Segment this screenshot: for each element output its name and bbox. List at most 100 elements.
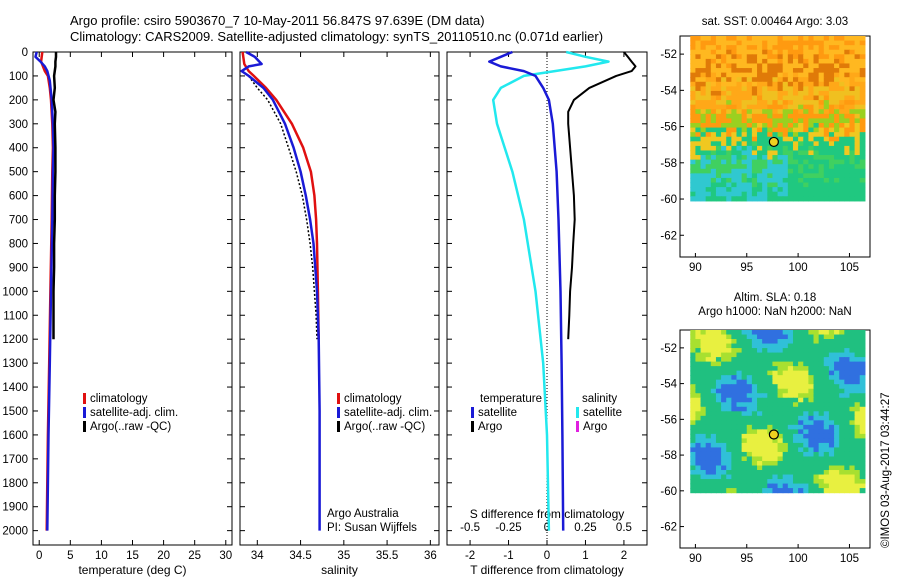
heatmap-cell (818, 196, 825, 202)
heatmap-cell (762, 182, 768, 188)
heatmap-cell (803, 164, 809, 170)
heatmap-cell (726, 470, 732, 476)
heatmap-cell (823, 100, 830, 106)
heatmap-cell (731, 388, 738, 394)
heatmap-cell (839, 136, 845, 142)
heatmap-cell (721, 45, 727, 51)
heatmap-cell (695, 164, 702, 170)
heatmap-cell (731, 488, 738, 494)
heatmap-cell (690, 429, 697, 435)
heatmap-cell (792, 352, 799, 358)
heatmap-cell (777, 54, 784, 60)
heatmap-cell (746, 54, 753, 60)
heatmap-cell (736, 474, 743, 480)
heatmap-cell (839, 456, 845, 462)
heatmap-cell (695, 187, 702, 193)
heatmap-cell (772, 339, 779, 345)
heatmap-cell (757, 348, 763, 354)
heatmap-cell (777, 36, 784, 42)
heatmap-cell (757, 63, 763, 69)
heatmap-cell (772, 81, 779, 87)
heatmap-cell (762, 366, 768, 372)
heatmap-cell (721, 470, 727, 476)
heatmap-cell (751, 456, 758, 462)
heatmap-cell (813, 173, 820, 179)
heatmap-cell (721, 424, 727, 430)
heatmap-cell (726, 182, 732, 188)
heatmap-cell (803, 155, 809, 161)
heatmap-cell (751, 45, 758, 51)
heatmap-cell (803, 488, 809, 494)
heatmap-cell (839, 330, 845, 336)
heatmap-cell (731, 379, 738, 385)
heatmap-cell (731, 357, 738, 363)
heatmap-cell (705, 177, 712, 184)
heatmap-cell (715, 90, 722, 97)
heatmap-cell (762, 141, 768, 147)
heatmap-cell (746, 460, 753, 467)
heatmap-cell (700, 348, 707, 354)
heatmap-cell (695, 95, 702, 101)
heatmap-cell (751, 90, 758, 97)
heatmap-cell (746, 77, 753, 83)
heatmap-cell (746, 334, 753, 340)
heatmap-cell (787, 168, 794, 174)
heatmap-cell (715, 433, 722, 440)
heatmap-cell (798, 104, 804, 110)
heatmap-cell (757, 402, 763, 408)
heatmap-cell (710, 127, 717, 133)
y-tick-label: 2000 (2, 526, 28, 538)
heatmap-cell (828, 402, 835, 408)
heatmap-cell (762, 150, 768, 156)
heatmap-cell (803, 104, 809, 110)
heatmap-cell (762, 488, 768, 494)
heatmap-cell (715, 141, 722, 147)
heatmap-cell (787, 406, 794, 412)
legend-swatch (337, 407, 340, 418)
heatmap-cell (787, 118, 794, 124)
heatmap-cell (726, 447, 732, 453)
heatmap-cell (854, 370, 861, 376)
heatmap-cell (715, 77, 722, 83)
heatmap-cell (839, 145, 845, 152)
heatmap-cell (823, 334, 830, 340)
heatmap-cell (731, 451, 738, 458)
heatmap-cell (715, 145, 722, 152)
heatmap-cell (777, 433, 784, 440)
heatmap-cell (859, 451, 866, 458)
heatmap-cell (782, 159, 789, 165)
heatmap-cell (782, 474, 789, 480)
heatmap-cell (710, 168, 717, 174)
heatmap-cell (787, 370, 794, 376)
heatmap-cell (859, 361, 866, 367)
heatmap-cell (726, 72, 732, 78)
heatmap-cell (705, 456, 712, 462)
heatmap-cell (736, 81, 743, 87)
heatmap-cell (700, 187, 707, 193)
heatmap-cell (715, 127, 722, 133)
heatmap-cell (834, 357, 840, 363)
y-tick-label: -58 (660, 158, 677, 170)
heatmap-cell (726, 442, 732, 449)
heatmap-cell (695, 86, 702, 92)
heatmap-cell (808, 45, 815, 51)
heatmap-cell (700, 40, 707, 46)
heatmap-cell (700, 442, 707, 449)
heatmap-cell (787, 150, 794, 156)
heatmap-cell (849, 460, 856, 467)
heatmap-cell (736, 104, 743, 110)
heatmap-cell (710, 68, 717, 74)
heatmap-cell (813, 451, 820, 458)
heatmap-cell (828, 343, 835, 349)
heatmap-cell (700, 393, 707, 399)
heatmap-cell (787, 45, 794, 51)
heatmap-cell (767, 352, 774, 358)
heatmap-cell (767, 393, 774, 399)
heatmap-cell (839, 81, 845, 87)
heatmap-cell (736, 420, 743, 426)
heatmap-cell (813, 474, 820, 480)
heatmap-cell (834, 54, 840, 60)
heatmap-cell (813, 132, 820, 138)
heatmap-cell (854, 40, 861, 46)
heatmap-cell (803, 429, 809, 435)
